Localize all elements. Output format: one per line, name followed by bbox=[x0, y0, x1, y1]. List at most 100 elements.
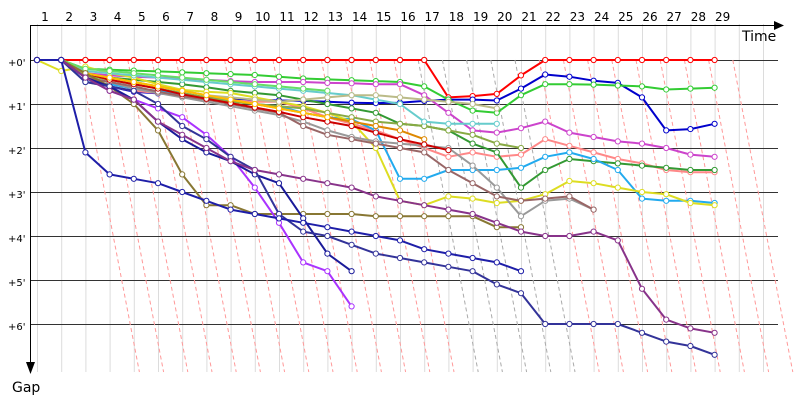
data-point bbox=[517, 85, 525, 92]
data-point bbox=[493, 184, 500, 191]
data-point bbox=[372, 92, 379, 99]
data-point bbox=[396, 237, 404, 244]
data-point bbox=[324, 250, 331, 257]
data-point bbox=[421, 136, 428, 143]
data-point bbox=[179, 171, 186, 178]
x-tick-label: 6 bbox=[162, 10, 170, 24]
data-point bbox=[542, 136, 549, 143]
data-point bbox=[469, 140, 476, 147]
data-point bbox=[517, 228, 525, 235]
data-point bbox=[445, 147, 452, 154]
data-point bbox=[445, 109, 452, 116]
data-point bbox=[179, 74, 186, 81]
data-point bbox=[711, 120, 718, 127]
data-point bbox=[227, 78, 234, 86]
data-point bbox=[517, 72, 525, 79]
data-point bbox=[421, 118, 428, 125]
y-axis-arrow bbox=[26, 362, 35, 374]
x-tick-label: 14 bbox=[352, 10, 367, 24]
data-point bbox=[396, 213, 404, 220]
data-point bbox=[566, 129, 573, 136]
data-point bbox=[445, 206, 452, 213]
data-point bbox=[614, 320, 621, 328]
data-point bbox=[82, 56, 89, 64]
data-point bbox=[324, 87, 331, 94]
data-point bbox=[179, 56, 186, 64]
data-point bbox=[300, 259, 307, 266]
data-point bbox=[154, 127, 162, 134]
data-point bbox=[203, 197, 210, 204]
data-point bbox=[542, 81, 549, 88]
data-point bbox=[130, 175, 137, 182]
x-tick-label: 13 bbox=[328, 10, 343, 24]
x-tick-label: 26 bbox=[642, 10, 657, 24]
data-point bbox=[396, 56, 404, 64]
data-point bbox=[687, 166, 694, 174]
lap-diagonal bbox=[514, 59, 576, 373]
lap-diagonal bbox=[199, 59, 261, 373]
data-point bbox=[493, 199, 500, 207]
data-point bbox=[324, 268, 331, 275]
x-tick-label: 5 bbox=[138, 10, 146, 24]
data-point bbox=[348, 184, 355, 191]
data-point bbox=[638, 83, 646, 90]
data-point bbox=[687, 325, 694, 332]
data-point bbox=[396, 81, 404, 88]
data-point bbox=[590, 149, 597, 156]
data-point bbox=[300, 78, 307, 86]
data-point bbox=[711, 84, 718, 91]
data-point bbox=[179, 114, 186, 121]
data-point bbox=[203, 136, 210, 143]
data-point bbox=[469, 162, 476, 169]
data-point bbox=[324, 79, 331, 86]
data-point bbox=[154, 56, 162, 64]
data-point bbox=[203, 144, 210, 152]
data-point bbox=[275, 56, 283, 64]
series-line bbox=[37, 59, 449, 152]
x-tick-label: 23 bbox=[570, 10, 585, 24]
data-point bbox=[348, 136, 355, 143]
lap-diagonal bbox=[296, 59, 358, 373]
data-point bbox=[687, 342, 694, 350]
data-point bbox=[614, 166, 621, 174]
data-point bbox=[324, 94, 331, 101]
data-point bbox=[348, 210, 355, 218]
data-point bbox=[469, 100, 476, 108]
data-point bbox=[566, 320, 573, 328]
x-tick-label: 9 bbox=[235, 10, 243, 24]
data-point bbox=[348, 228, 355, 235]
data-point bbox=[275, 73, 283, 80]
data-point bbox=[711, 166, 718, 174]
data-point bbox=[517, 151, 525, 158]
lap-diagonal bbox=[441, 59, 503, 373]
data-point bbox=[348, 99, 355, 106]
data-point bbox=[614, 56, 621, 64]
data-point bbox=[663, 164, 670, 171]
data-point bbox=[130, 56, 137, 64]
data-point bbox=[590, 133, 597, 141]
data-point bbox=[348, 122, 355, 130]
data-point bbox=[614, 237, 621, 244]
data-point bbox=[324, 131, 331, 138]
data-point bbox=[517, 290, 525, 297]
x-tick-label: 4 bbox=[114, 10, 122, 24]
x-tick-label: 18 bbox=[449, 10, 464, 24]
data-point bbox=[106, 67, 113, 75]
lap-diagonal bbox=[417, 59, 479, 373]
data-point bbox=[251, 184, 258, 191]
data-point bbox=[590, 81, 597, 88]
data-point bbox=[372, 122, 379, 130]
data-point bbox=[614, 82, 621, 89]
data-point bbox=[638, 162, 646, 169]
data-point bbox=[82, 149, 89, 156]
data-point bbox=[348, 241, 355, 248]
data-point bbox=[590, 155, 597, 163]
data-point bbox=[251, 166, 258, 174]
data-point bbox=[663, 338, 670, 345]
data-point bbox=[663, 144, 670, 152]
lap-diagonal bbox=[490, 59, 552, 373]
data-point bbox=[251, 81, 258, 88]
data-point bbox=[542, 56, 549, 64]
lap-diagonal bbox=[466, 59, 528, 373]
